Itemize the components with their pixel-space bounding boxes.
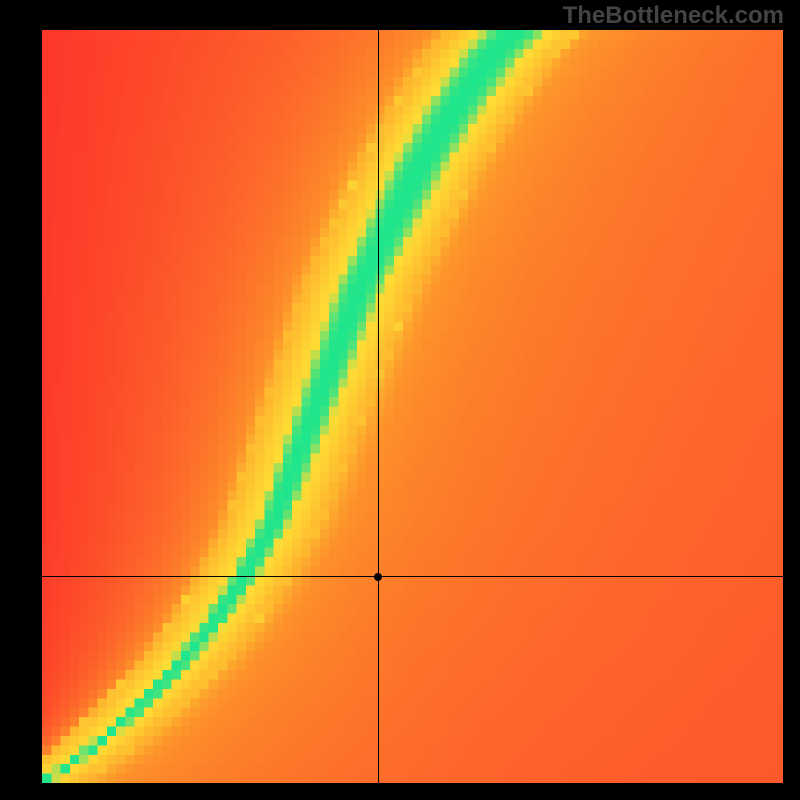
crosshair-horizontal (42, 576, 783, 577)
crosshair-vertical (378, 30, 379, 783)
watermark-text: TheBottleneck.com (563, 2, 784, 30)
bottleneck-heatmap (42, 30, 783, 783)
chart-container: TheBottleneck.com (0, 0, 800, 800)
